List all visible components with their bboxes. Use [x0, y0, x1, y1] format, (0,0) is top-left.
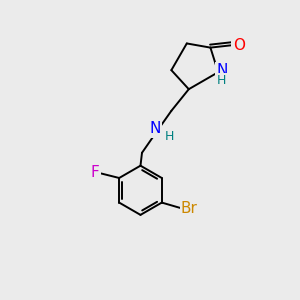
Text: F: F: [91, 165, 100, 180]
Text: N: N: [150, 121, 161, 136]
Text: Br: Br: [181, 201, 198, 216]
Text: H: H: [217, 74, 226, 87]
Text: N: N: [216, 63, 227, 78]
Text: H: H: [164, 130, 174, 143]
Text: O: O: [232, 38, 244, 53]
